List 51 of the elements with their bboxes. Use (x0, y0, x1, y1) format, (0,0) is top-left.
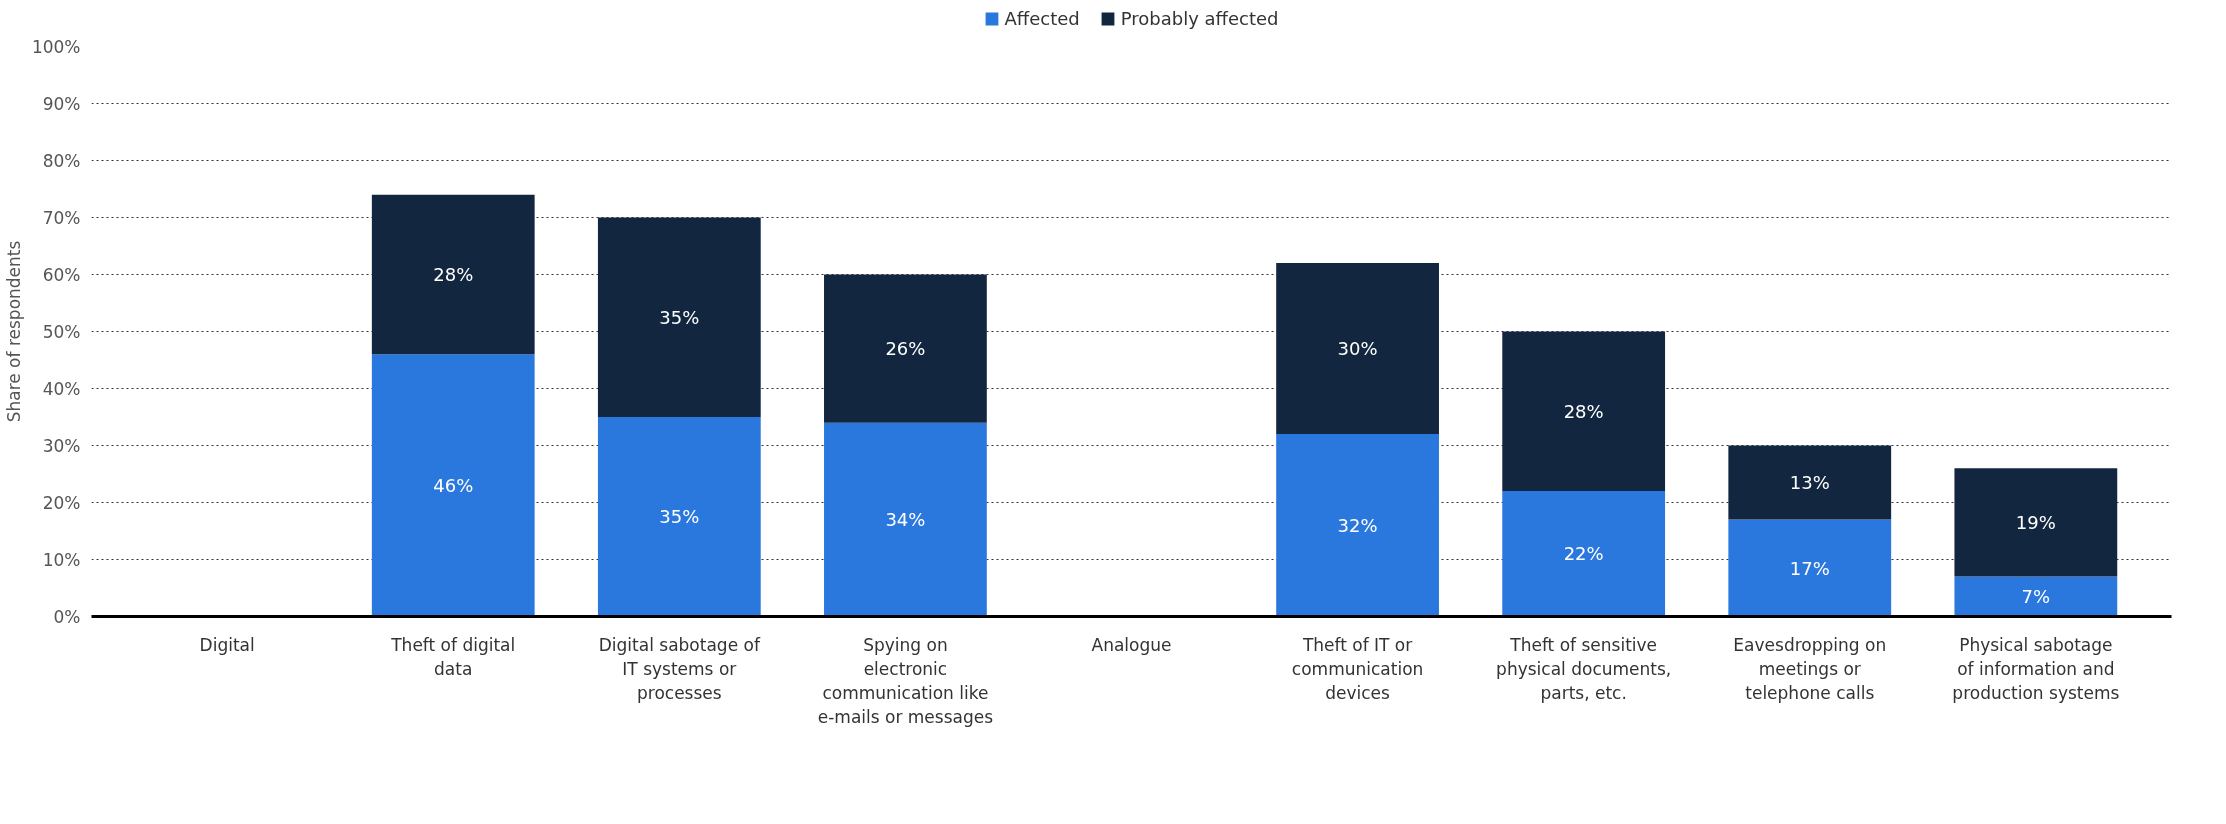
y-tick-label: 0% (53, 606, 81, 627)
data-label: 30% (1337, 338, 1378, 360)
y-tick-label: 90% (42, 93, 81, 114)
y-tick-label: 60% (42, 264, 81, 285)
bar (1502, 491, 1666, 617)
y-tick-label: 40% (42, 378, 81, 399)
y-tick-label: 50% (42, 321, 81, 342)
y-tick-label: 20% (42, 492, 81, 513)
y-tick-label: 80% (42, 150, 81, 171)
data-label: 32% (1337, 514, 1378, 536)
data-label: 19% (2015, 511, 2056, 533)
bar (824, 422, 987, 617)
legend-label: Probably affected (1120, 7, 1279, 29)
y-tick-label: 30% (42, 435, 81, 456)
x-tick-label: Physical sabotage of information and production systems (1952, 634, 2120, 703)
y-tick-label: 100% (31, 36, 81, 57)
bar (824, 274, 987, 423)
x-tick-label: Theft of IT or communication devices (1291, 634, 1424, 703)
data-label: 17% (1789, 557, 1830, 579)
bar (597, 417, 761, 617)
bar (1954, 468, 2118, 577)
data-label: 28% (433, 264, 474, 285)
data-label: 35% (659, 306, 700, 328)
bar (1276, 434, 1439, 617)
data-label: 28% (1563, 400, 1604, 422)
bar (1728, 519, 1892, 617)
y-axis-title: Share of respondents (3, 240, 24, 423)
x-tick-label: Eavesdropping on meetings or telephone calls (1733, 634, 1887, 703)
bar (1728, 445, 1892, 520)
legend-label: Affected (1004, 7, 1080, 29)
x-tick-label: Digital (199, 634, 255, 655)
x-tick-label: Spying on electronic communication like e-mails or messages (817, 634, 994, 727)
x-tick-label: Theft of sensitive physical documents, parts, etc. (1496, 634, 1672, 703)
bar (1954, 576, 2118, 617)
x-tick-label: Theft of digital data (390, 634, 516, 679)
y-tick-label: 10% (42, 549, 81, 570)
bar (1502, 331, 1666, 492)
data-label: 35% (659, 506, 700, 528)
data-label: 26% (885, 338, 926, 360)
y-tick-label: 70% (42, 207, 81, 228)
bar (371, 354, 535, 617)
data-label: 46% (433, 474, 474, 496)
x-tick-label: Analogue (1091, 634, 1172, 655)
bar (597, 217, 761, 417)
data-label: 13% (1789, 472, 1830, 494)
data-label: 22% (1563, 543, 1604, 565)
data-label: 7% (2021, 586, 2051, 608)
x-tick-label: Digital sabotage of IT systems or processes (598, 634, 761, 703)
bar (371, 194, 535, 355)
bar (1276, 263, 1439, 435)
data-label: 34% (885, 509, 926, 531)
